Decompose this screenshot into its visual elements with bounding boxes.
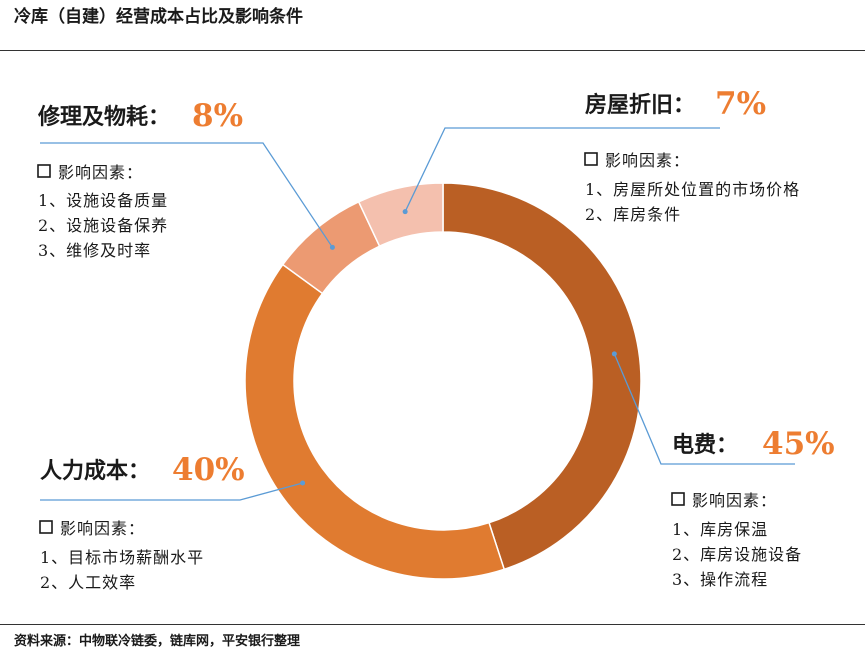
checkbox-square-icon	[671, 492, 685, 506]
factor-item-repair: 2、设施设备保养	[38, 216, 168, 235]
chart-title: 冷库（自建）经营成本占比及影响条件	[14, 7, 303, 27]
factor-item-electricity: 1、库房保温	[672, 520, 768, 539]
factors-heading-labor: 影响因素：	[60, 519, 145, 538]
source-note: 资料来源：中物联冷链委，链库网，平安银行整理	[14, 634, 301, 649]
factor-item-labor: 1、目标市场薪酬水平	[40, 548, 204, 567]
leader-dot-electricity	[611, 351, 617, 357]
segment-labels: 电费： 45% 影响因素： 1、库房保温 2、库房设施设备 3、操作流程 人力成本： 40% 影…	[37, 86, 835, 592]
checkbox-square-icon	[39, 520, 53, 534]
leader-dot-depreciation	[402, 209, 408, 215]
leader-line-depreciation	[404, 127, 720, 212]
segment-percent-repair: 8%	[192, 98, 243, 134]
factor-item-depreciation: 2、库房条件	[585, 205, 681, 224]
slice-depreciation	[357, 182, 444, 248]
checkbox-square-icon	[584, 152, 598, 166]
factor-item-depreciation: 1、房屋所处位置的市场价格	[585, 180, 800, 199]
segment-percent-electricity: 45%	[762, 426, 835, 462]
segment-label-labor: 人力成本：	[40, 458, 150, 484]
leader-line-repair	[40, 142, 333, 248]
segment-percent-labor: 40%	[172, 452, 245, 488]
segment-label-repair: 修理及物耗：	[37, 104, 170, 130]
segment-label-depreciation: 房屋折旧：	[585, 92, 695, 118]
slice-labor	[244, 263, 506, 580]
segment-percent-depreciation: 7%	[715, 86, 766, 122]
factor-item-repair: 3、维修及时率	[38, 241, 151, 260]
factor-item-repair: 1、设施设备质量	[38, 191, 168, 210]
leader-dot-labor	[300, 480, 306, 486]
leader-lines	[40, 127, 795, 501]
checkbox-square-icon	[37, 164, 51, 178]
title-divider	[0, 50, 865, 51]
factor-item-electricity: 2、库房设施设备	[672, 545, 802, 564]
factors-heading-repair: 影响因素：	[58, 163, 143, 182]
donut-slices	[244, 182, 642, 580]
factors-heading-electricity: 影响因素：	[692, 491, 777, 510]
factors-heading-depreciation: 影响因素：	[605, 151, 690, 170]
leader-line-labor	[40, 482, 303, 501]
segment-label-electricity: 电费：	[672, 432, 738, 458]
factor-item-electricity: 3、操作流程	[672, 570, 768, 589]
slice-electricity	[442, 182, 642, 571]
leader-dot-repair	[329, 244, 335, 250]
leader-line-electricity	[613, 353, 795, 465]
factor-item-labor: 2、人工效率	[40, 573, 136, 592]
footer-divider	[0, 624, 865, 625]
